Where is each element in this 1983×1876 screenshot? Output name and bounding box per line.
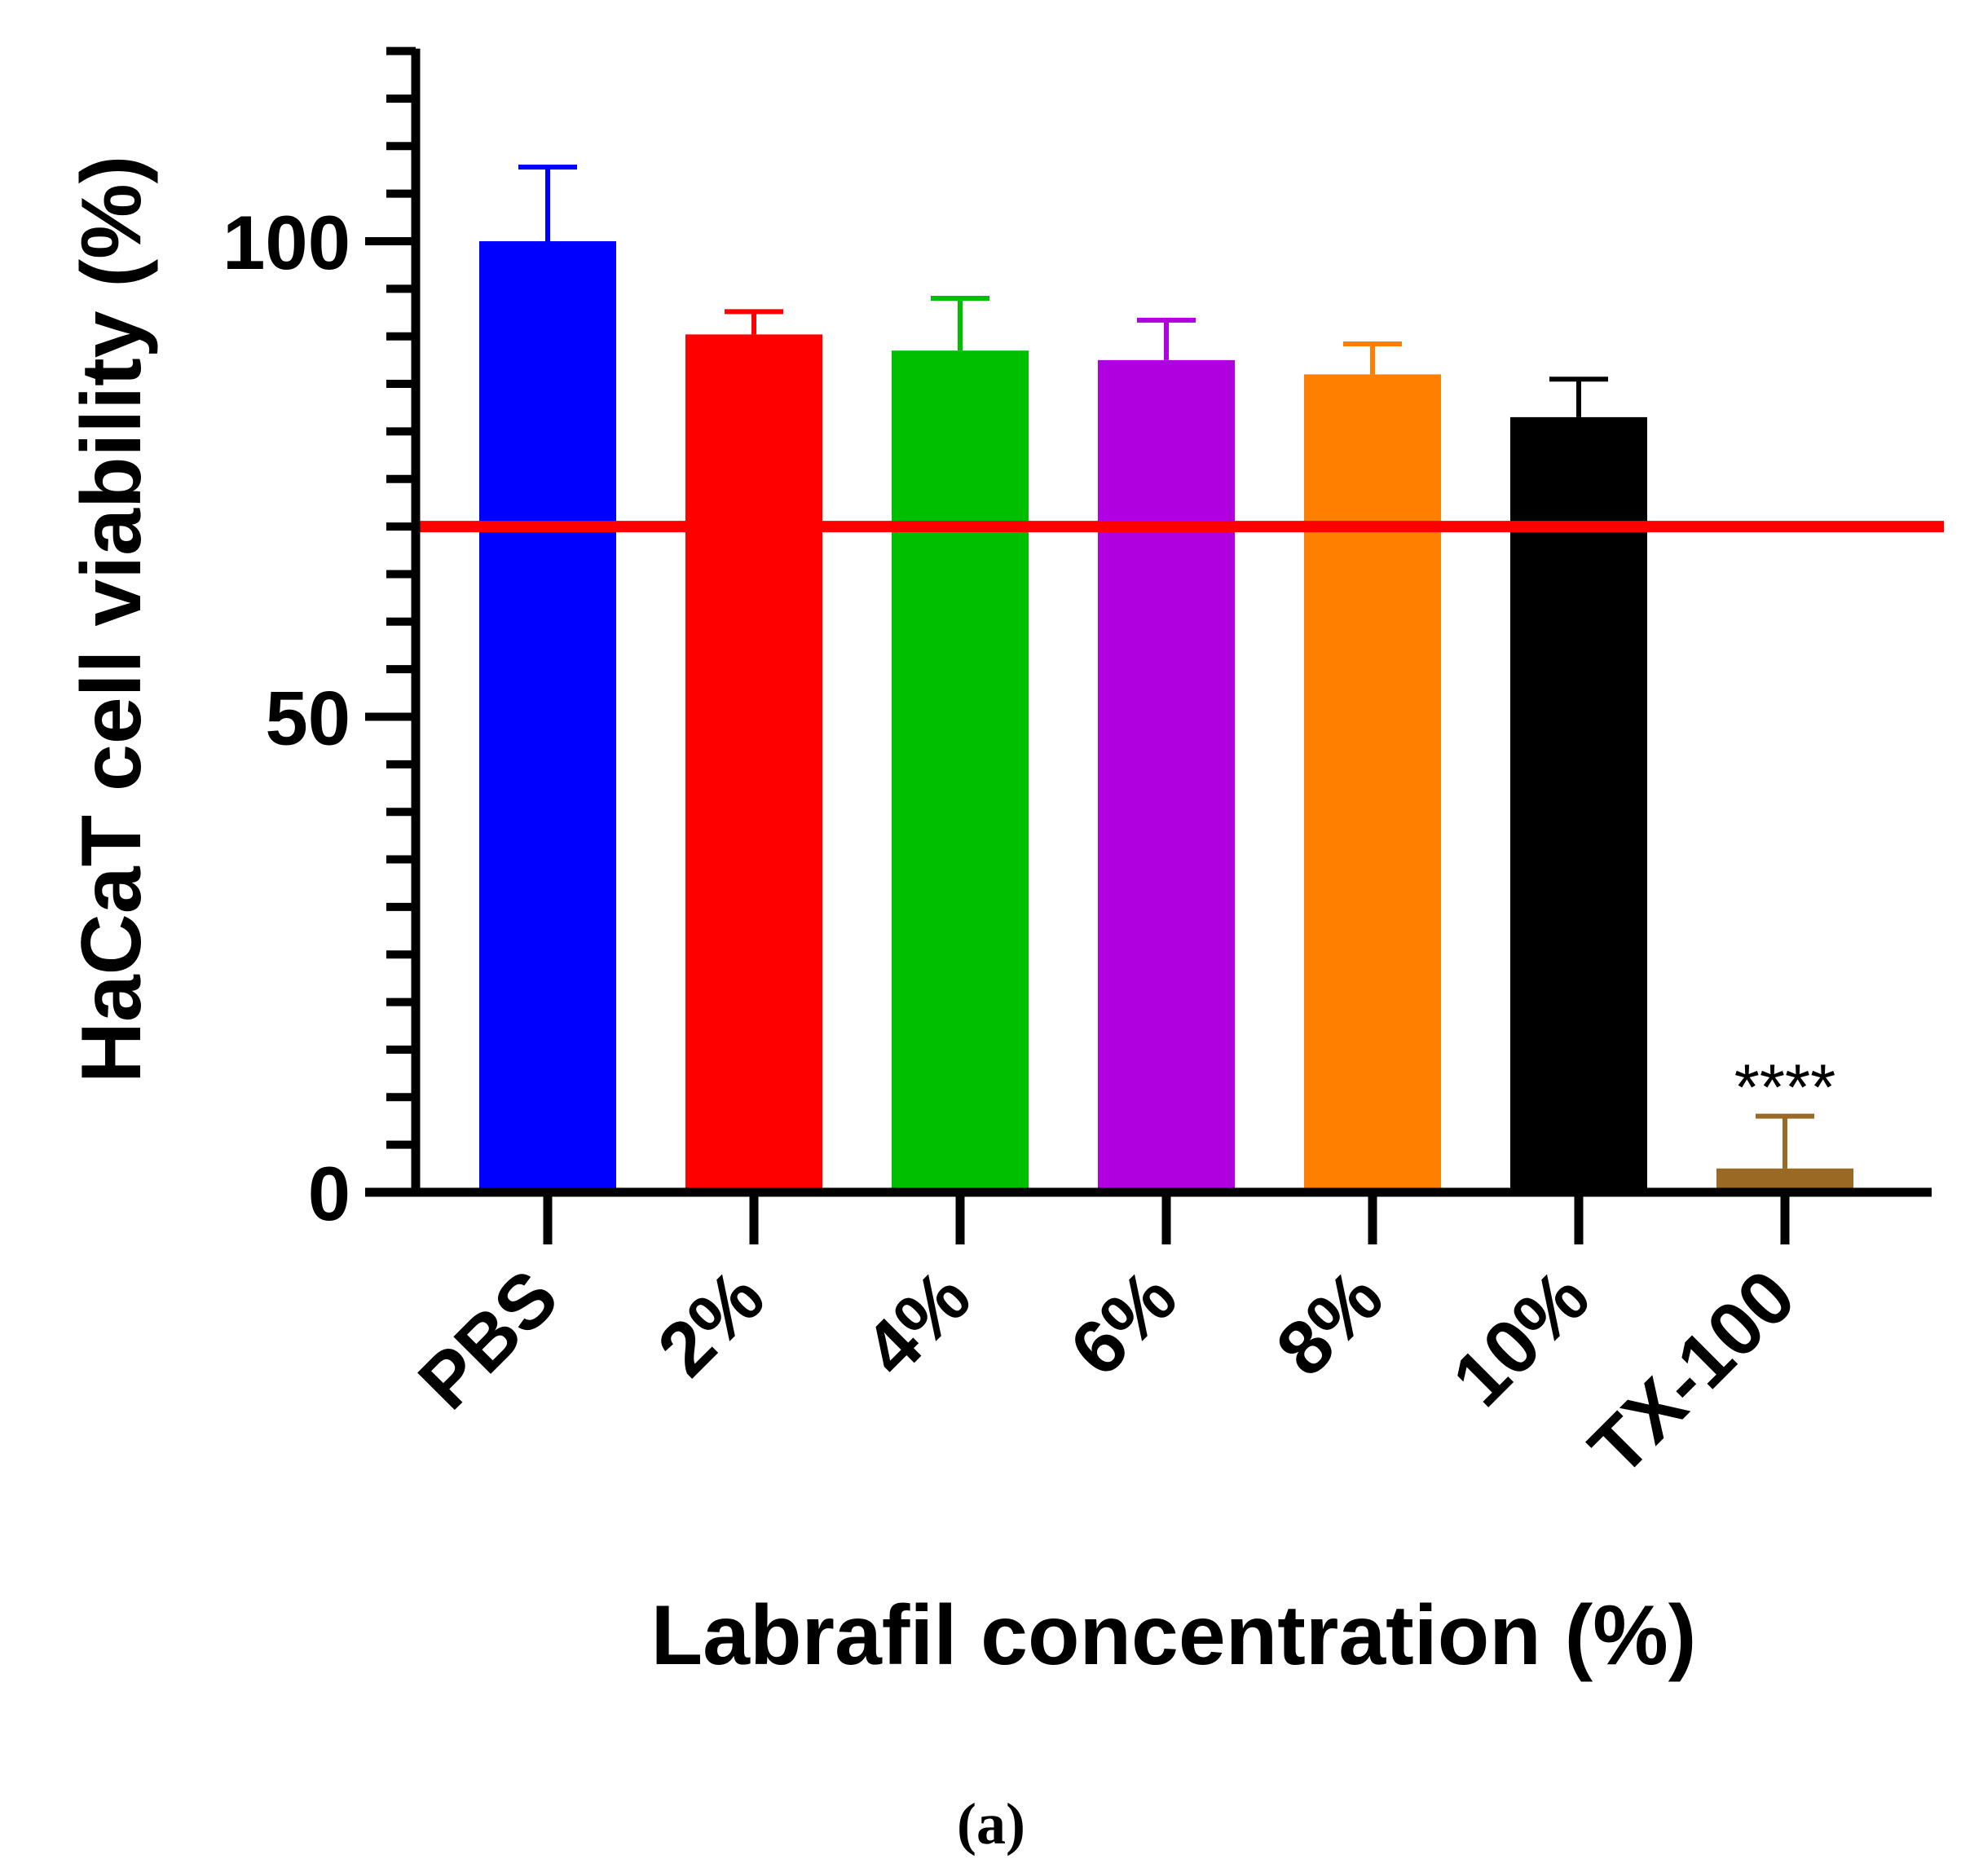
x-tick-label: PBS: [402, 1253, 574, 1425]
bar: [1098, 359, 1235, 1192]
y-tick-label: 50: [265, 676, 350, 761]
x-tick-label: 10%: [1436, 1253, 1605, 1422]
bar: [892, 350, 1029, 1193]
y-axis-title: HaCaT cell viability (%): [64, 156, 159, 1084]
bar: [1510, 416, 1647, 1192]
y-tick-label: 0: [308, 1151, 350, 1236]
panel-label: (a): [957, 1791, 1025, 1856]
axes-layer: [365, 46, 1932, 1244]
x-axis-title: Labrafil concentration (%): [651, 1588, 1697, 1683]
error-bars-layer: [518, 164, 1814, 1169]
bar: [479, 241, 616, 1192]
bar: [1304, 374, 1441, 1192]
x-tick-label: 8%: [1260, 1253, 1399, 1392]
x-tick-label: 6%: [1054, 1253, 1192, 1392]
x-tick-label: 2%: [641, 1253, 780, 1392]
bar: [685, 334, 822, 1193]
y-tick-label: 100: [223, 200, 350, 285]
bars-layer: [479, 241, 1853, 1193]
x-tick-label: TX-100: [1573, 1253, 1811, 1491]
x-tick-label: 4%: [848, 1253, 986, 1392]
significance-label: ****: [1734, 1051, 1836, 1124]
